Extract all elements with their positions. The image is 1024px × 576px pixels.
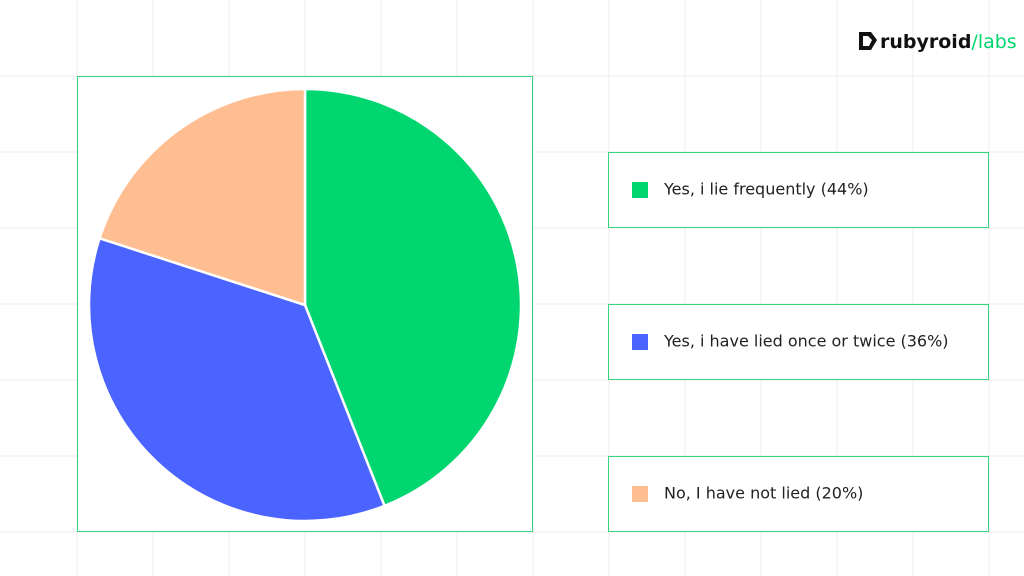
logo-word: labs — [978, 31, 1017, 53]
pie-slice — [87, 236, 387, 523]
logo-word: rubyroid — [880, 31, 971, 53]
pie-slice — [303, 87, 523, 508]
legend-swatch — [632, 486, 648, 502]
legend-label: Yes, i lie frequently (44%) — [663, 180, 869, 199]
legend-swatch — [632, 182, 648, 198]
pie-slice — [97, 87, 307, 307]
legend-box — [608, 152, 989, 228]
logo-slash: / — [971, 31, 978, 53]
logo: rubyroid/labs — [859, 31, 1017, 53]
legend-label: No, I have not lied (20%) — [664, 484, 863, 503]
legend-label: Yes, i have lied once or twice (36%) — [663, 332, 949, 351]
logo-text: rubyroid/labs — [880, 31, 1017, 53]
legend-swatch — [632, 334, 648, 350]
logo-icon — [859, 32, 877, 50]
legend-box — [608, 456, 989, 532]
legend-box — [608, 304, 989, 380]
